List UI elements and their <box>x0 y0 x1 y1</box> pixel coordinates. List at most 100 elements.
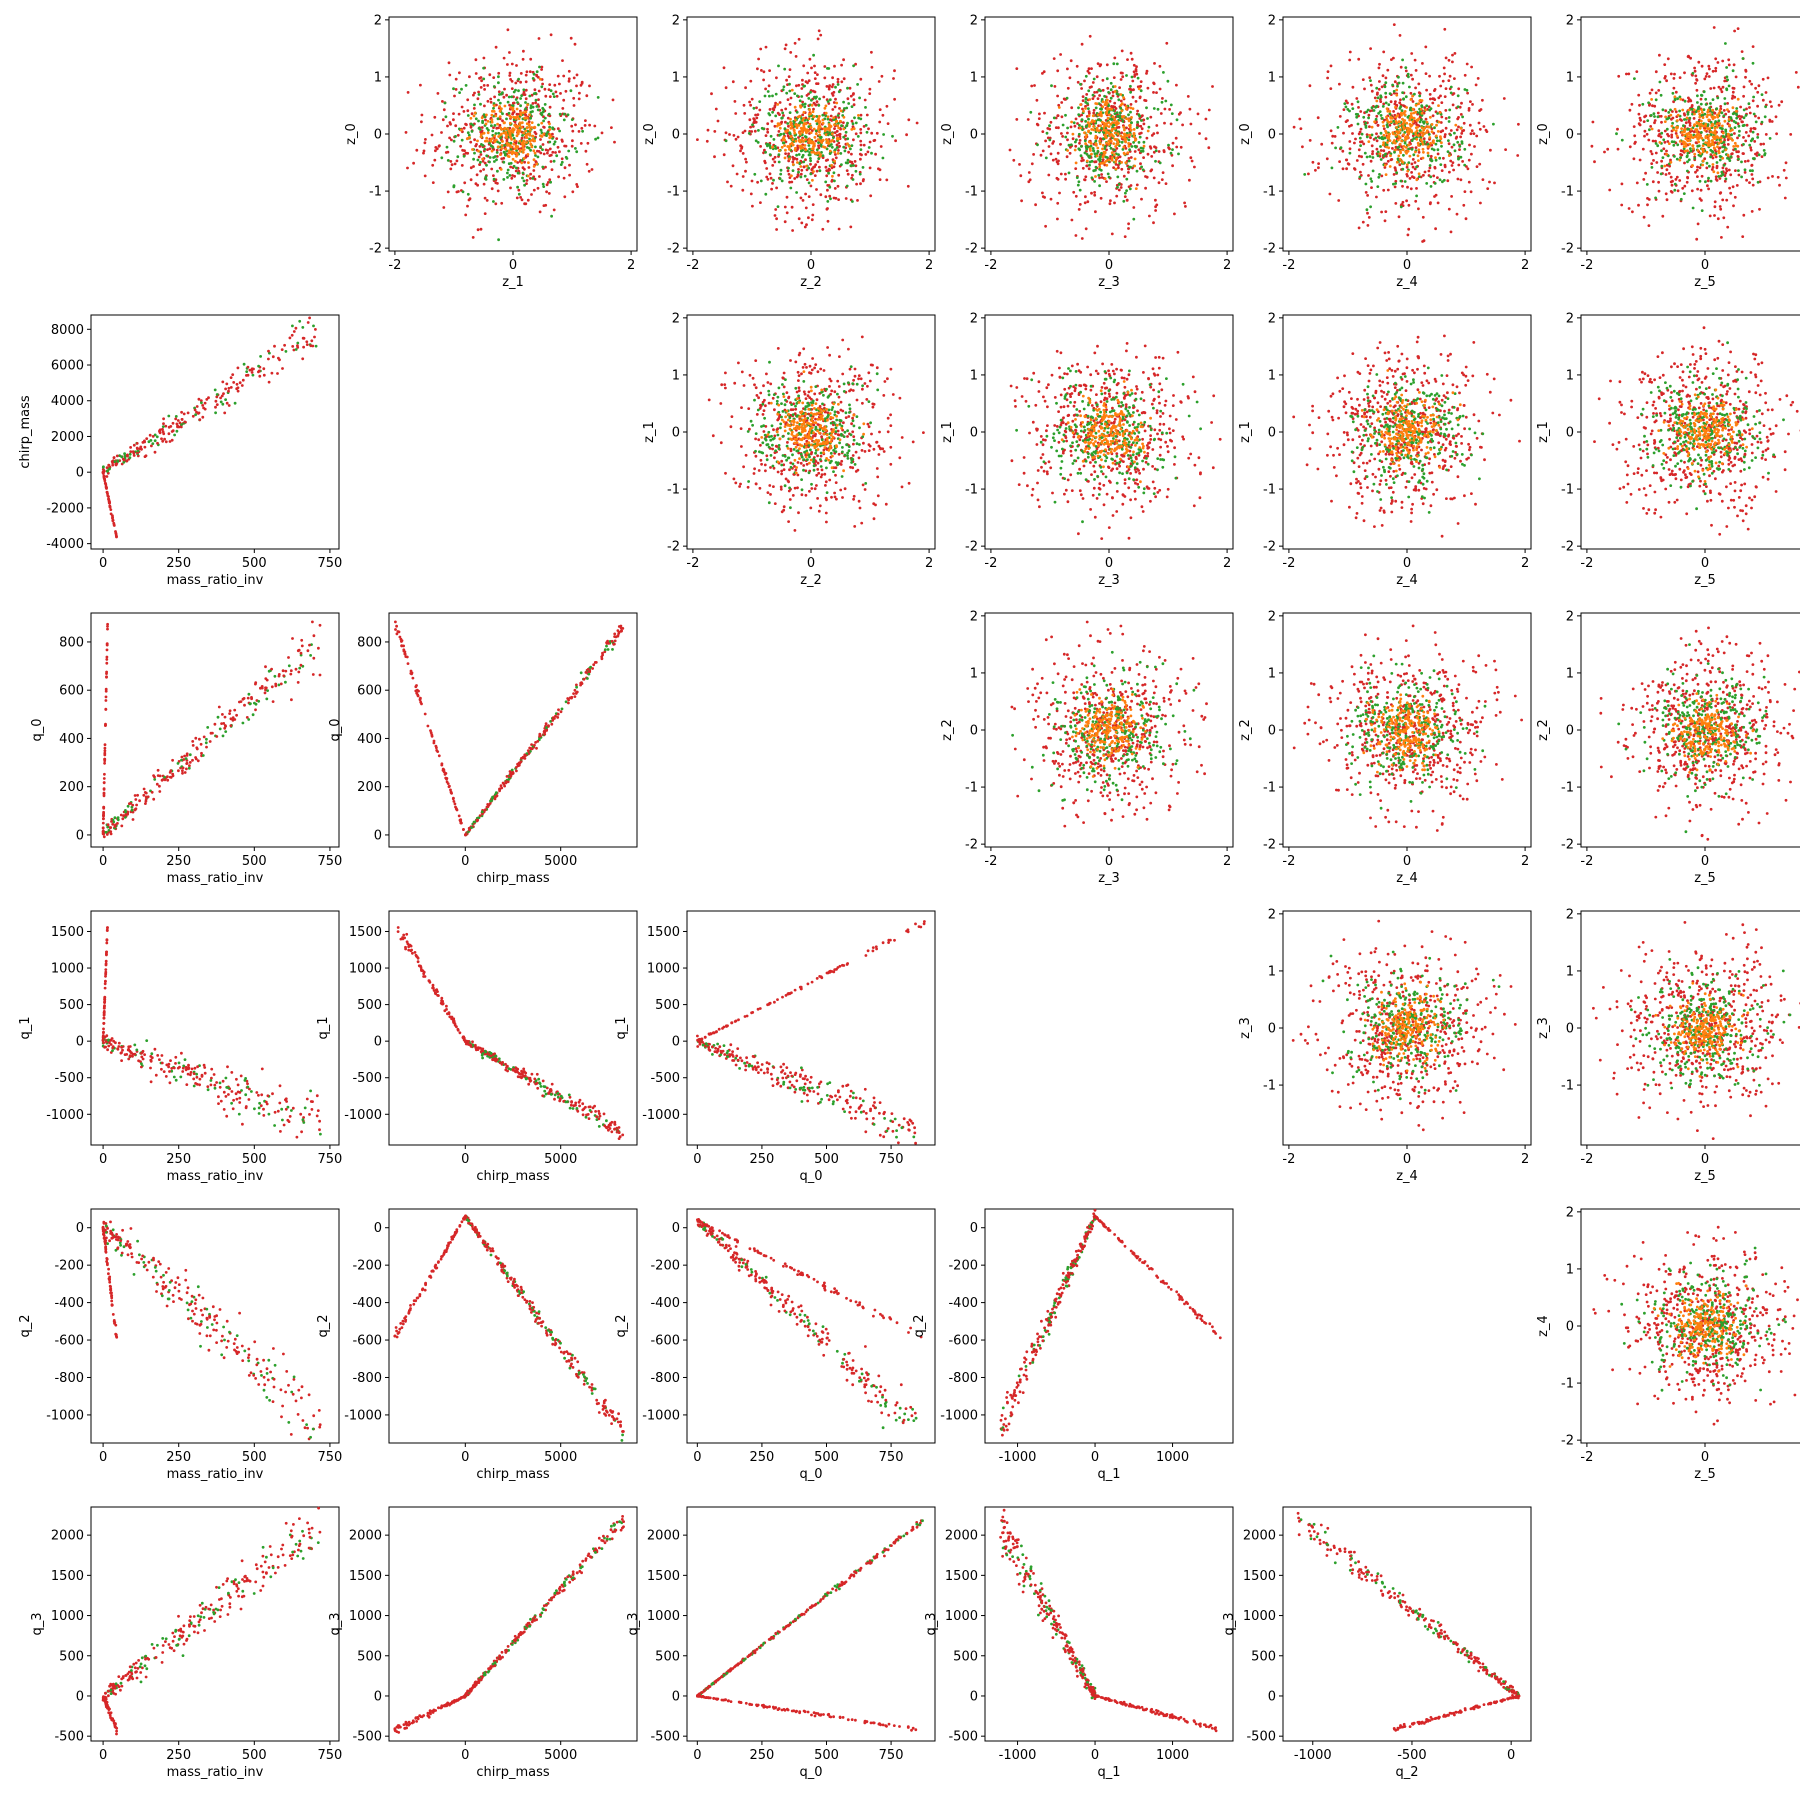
data-point <box>1374 117 1378 121</box>
data-point <box>1718 205 1722 208</box>
data-point <box>731 164 735 168</box>
data-point <box>1388 110 1392 113</box>
data-point <box>1406 174 1409 178</box>
data-point <box>1069 143 1073 147</box>
data-point <box>1153 62 1156 65</box>
data-point <box>787 75 791 78</box>
data-point <box>492 174 495 178</box>
data-point <box>1032 153 1035 156</box>
data-point <box>1620 182 1624 186</box>
data-point <box>1654 196 1657 200</box>
data-point <box>1434 134 1438 138</box>
data-point <box>809 172 813 176</box>
data-point <box>1113 153 1116 157</box>
data-point <box>1411 94 1414 98</box>
data-point <box>542 152 546 156</box>
data-point <box>1469 100 1472 103</box>
data-point <box>1101 120 1104 124</box>
data-point <box>1743 168 1747 172</box>
data-point <box>1160 178 1164 182</box>
data-point <box>1410 147 1414 151</box>
data-point <box>1734 121 1738 124</box>
data-point <box>1418 120 1422 124</box>
data-point <box>1730 152 1734 156</box>
data-point <box>1446 179 1450 183</box>
data-point <box>1437 120 1441 124</box>
data-point <box>1424 108 1427 112</box>
data-point <box>1412 111 1416 115</box>
data-point <box>1190 159 1194 163</box>
data-point <box>813 90 817 94</box>
data-point <box>1407 147 1410 151</box>
data-point <box>1751 157 1755 160</box>
data-point <box>1396 131 1400 134</box>
data-point <box>1704 136 1708 140</box>
data-point <box>1078 123 1081 127</box>
data-point <box>1691 144 1695 148</box>
data-point <box>1108 99 1112 103</box>
data-point <box>1635 70 1639 73</box>
data-point <box>816 37 820 41</box>
data-point <box>1700 209 1704 213</box>
data-point <box>548 147 552 151</box>
data-point <box>1081 95 1085 98</box>
data-point <box>1072 121 1076 125</box>
data-point <box>1405 165 1409 169</box>
data-point <box>492 76 496 79</box>
data-point <box>1665 149 1668 153</box>
data-point <box>833 131 837 135</box>
data-point <box>795 157 799 161</box>
data-point <box>1099 89 1102 93</box>
data-point <box>1666 132 1669 136</box>
data-point <box>1122 136 1126 140</box>
data-point <box>1071 132 1075 136</box>
data-point <box>1416 154 1420 158</box>
data-point <box>773 160 777 164</box>
data-point <box>809 90 812 94</box>
data-point <box>1399 151 1402 155</box>
data-point <box>1402 126 1406 130</box>
data-point <box>787 166 790 170</box>
data-point <box>1681 186 1685 190</box>
data-point <box>570 144 574 148</box>
data-point <box>1444 87 1448 90</box>
data-point <box>567 149 571 153</box>
data-point <box>885 178 889 182</box>
data-point <box>753 172 757 176</box>
data-point <box>1128 187 1132 191</box>
data-point <box>1397 75 1400 79</box>
data-point <box>483 161 487 165</box>
data-point <box>1169 151 1173 155</box>
data-point <box>850 105 854 108</box>
data-point <box>1714 177 1718 181</box>
data-point <box>510 95 514 99</box>
data-point <box>449 160 453 163</box>
data-point <box>756 67 759 71</box>
data-point <box>1760 120 1764 124</box>
data-point <box>546 151 549 155</box>
data-point <box>1426 154 1430 158</box>
data-point <box>1080 118 1084 121</box>
data-point <box>1204 117 1208 121</box>
data-point <box>748 118 752 122</box>
data-point <box>1654 98 1658 102</box>
data-point <box>532 169 536 172</box>
data-point <box>1414 150 1417 154</box>
data-point <box>766 122 770 126</box>
data-point <box>852 64 855 68</box>
data-point <box>1647 138 1651 142</box>
data-point <box>1387 146 1391 150</box>
data-point <box>1101 143 1105 147</box>
data-point <box>751 123 754 127</box>
data-point <box>830 145 834 149</box>
data-point <box>1699 188 1703 192</box>
data-point <box>846 161 849 165</box>
data-point <box>1690 189 1694 193</box>
data-point <box>422 151 425 155</box>
data-point <box>1359 127 1363 131</box>
data-point <box>810 103 814 107</box>
data-point <box>1053 85 1057 88</box>
data-point <box>819 193 823 197</box>
data-point <box>1469 190 1473 194</box>
data-point <box>541 82 544 86</box>
